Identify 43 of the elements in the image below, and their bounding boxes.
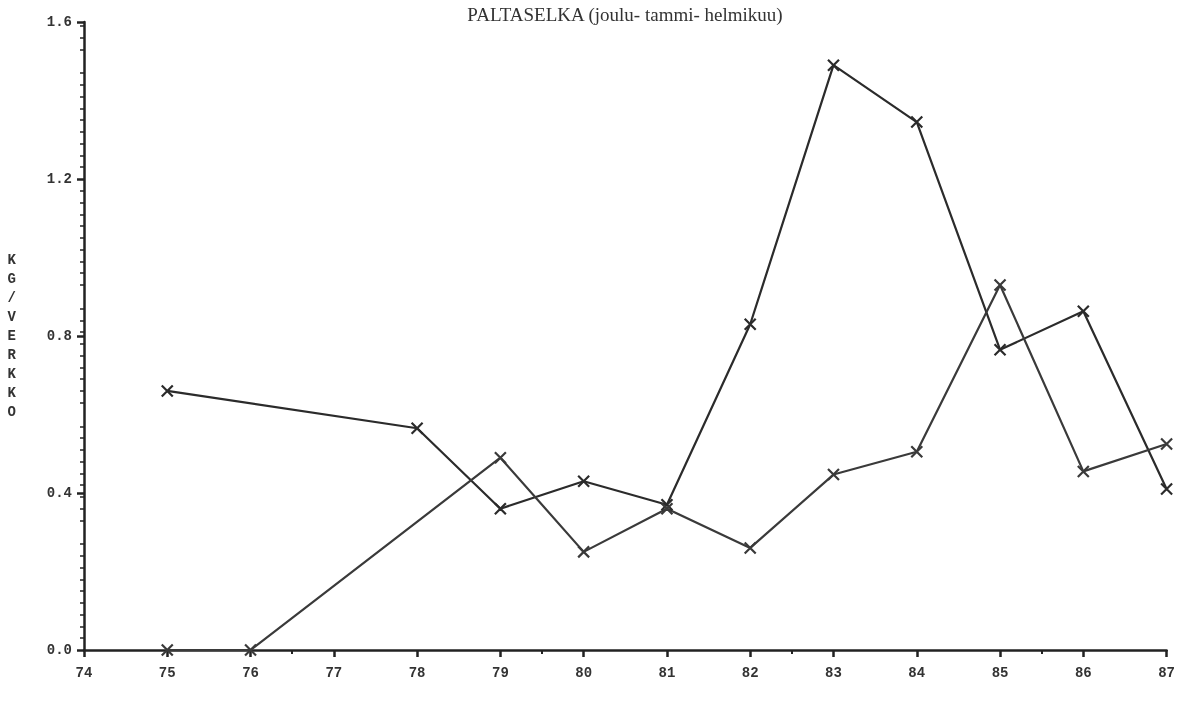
y-tick-label: 0.0 bbox=[46, 642, 72, 658]
x-tick-label: 75 bbox=[158, 665, 176, 681]
x-tick-label: 76 bbox=[242, 665, 259, 681]
point bbox=[826, 467, 841, 482]
x-tick-label: 77 bbox=[325, 665, 343, 681]
y-tick-label: 0.4 bbox=[46, 485, 72, 501]
point bbox=[493, 502, 507, 516]
y-tick-label: 1.6 bbox=[46, 14, 72, 30]
chart-title: PALTASELKA (joulu- tammi- helmikuu) bbox=[467, 4, 783, 26]
point bbox=[243, 643, 258, 657]
x-tick-label: 84 bbox=[908, 665, 926, 681]
x-tick-label: 80 bbox=[575, 665, 593, 681]
point bbox=[493, 451, 507, 465]
point bbox=[1076, 304, 1090, 318]
text: KG/VERKKO bbox=[7, 252, 16, 420]
point bbox=[910, 445, 924, 459]
point bbox=[993, 278, 1007, 292]
point bbox=[577, 545, 591, 559]
x-tick-label: 82 bbox=[741, 665, 759, 681]
x-tick-label: 74 bbox=[75, 665, 93, 681]
point bbox=[826, 58, 841, 72]
point bbox=[1160, 482, 1174, 496]
point bbox=[160, 643, 174, 657]
point bbox=[160, 384, 174, 398]
y-tick-label: 0.8 bbox=[46, 328, 72, 344]
point bbox=[1160, 437, 1174, 451]
x-tick-label: 79 bbox=[491, 665, 509, 681]
point bbox=[410, 421, 424, 435]
x-tick-label: 85 bbox=[991, 665, 1009, 681]
x-tick-label: 78 bbox=[408, 665, 426, 681]
x-tick-label: 81 bbox=[658, 665, 676, 681]
point bbox=[743, 541, 757, 555]
point bbox=[660, 498, 674, 512]
point bbox=[660, 502, 674, 516]
point bbox=[577, 474, 591, 488]
x-tick-label: 87 bbox=[1158, 665, 1175, 681]
point bbox=[1076, 464, 1090, 479]
point bbox=[993, 343, 1007, 357]
x-tick-label: 86 bbox=[1074, 665, 1092, 681]
x-tick-label: 83 bbox=[825, 665, 842, 681]
point bbox=[910, 115, 924, 129]
point bbox=[743, 317, 757, 331]
y-tick-label: 1.2 bbox=[46, 171, 72, 187]
